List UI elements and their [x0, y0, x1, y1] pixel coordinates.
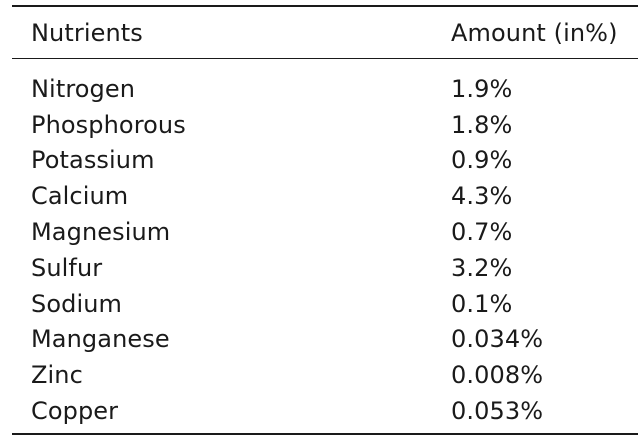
top-rule: [12, 5, 638, 7]
table-row: Calcium 4.3%: [12, 178, 638, 214]
table-row: Copper 0.053%: [12, 393, 638, 429]
nutrient-amount: 4.3%: [451, 182, 513, 211]
table-row: Magnesium 0.7%: [12, 214, 638, 250]
nutrient-name: Zinc: [31, 361, 83, 390]
nutrient-name: Phosphorous: [31, 110, 186, 139]
table-row: Zinc 0.008%: [12, 357, 638, 393]
table-row: Potassium 0.9%: [12, 143, 638, 179]
bottom-rule: [12, 432, 638, 435]
header-amount: Amount (in%): [451, 18, 618, 47]
nutrient-amount: 1.9%: [451, 74, 513, 103]
nutrient-amount: 0.1%: [451, 289, 513, 318]
nutrients-table: Nutrients Amount (in%) Nitrogen 1.9% Pho…: [12, 5, 638, 435]
nutrient-amount: 0.7%: [451, 218, 513, 247]
nutrient-name: Copper: [31, 397, 119, 426]
nutrient-amount: 0.034%: [451, 325, 544, 354]
nutrient-name: Calcium: [31, 182, 129, 211]
table-header-row: Nutrients Amount (in%): [12, 7, 638, 58]
nutrient-amount: 0.053%: [451, 397, 544, 426]
table-row: Phosphorous 1.8%: [12, 107, 638, 143]
nutrient-name: Potassium: [31, 146, 155, 175]
nutrient-amount: 0.008%: [451, 361, 544, 390]
nutrient-name: Manganese: [31, 325, 170, 354]
nutrient-amount: 3.2%: [451, 253, 513, 282]
nutrient-amount: 0.9%: [451, 146, 513, 175]
nutrient-name: Magnesium: [31, 218, 171, 247]
table-row: Manganese 0.034%: [12, 322, 638, 358]
table-row: Nitrogen 1.9%: [12, 71, 638, 107]
header-rule: [12, 58, 638, 59]
nutrient-amount: 1.8%: [451, 110, 513, 139]
table-row: Sulfur 3.2%: [12, 250, 638, 286]
table-row: Sodium 0.1%: [12, 286, 638, 322]
nutrient-name: Sodium: [31, 289, 123, 318]
nutrient-name: Nitrogen: [31, 74, 136, 103]
table-body: Nitrogen 1.9% Phosphorous 1.8% Potassium…: [12, 59, 638, 433]
header-nutrients: Nutrients: [31, 18, 143, 47]
nutrient-name: Sulfur: [31, 253, 103, 282]
